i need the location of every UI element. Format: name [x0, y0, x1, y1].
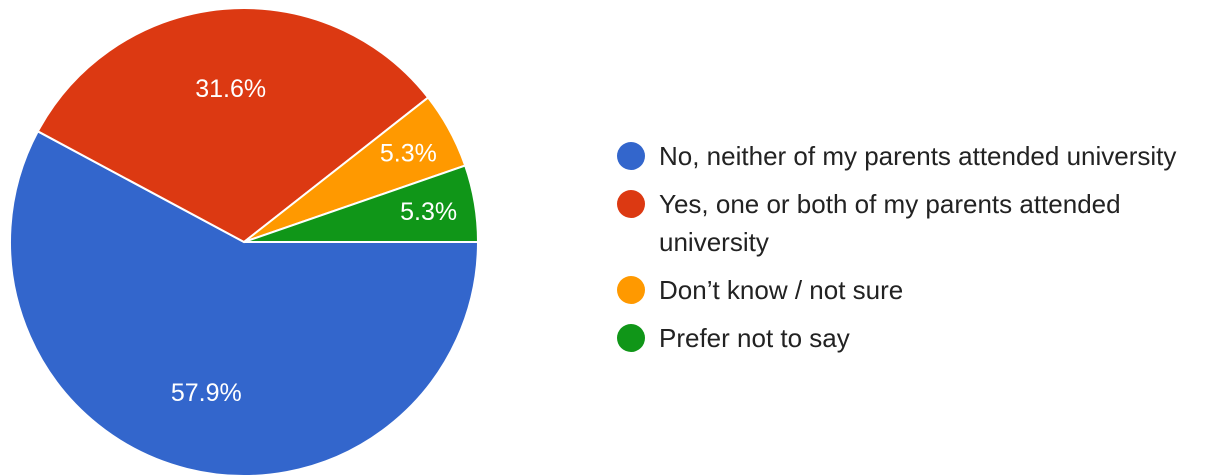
chart-legend: No, neither of my parents attended unive… [617, 137, 1217, 367]
pie-chart: 57.9% 31.6% 5.3% 5.3% [9, 7, 480, 476]
pie-slice-4[interactable] [243, 164, 480, 243]
slice-label-3: 5.3% [380, 139, 437, 167]
legend-item[interactable]: Yes, one or both of my parents attended … [617, 185, 1217, 261]
legend-swatch [617, 190, 645, 218]
legend-label: Don’t know / not sure [659, 275, 904, 305]
legend-item[interactable]: Don’t know / not sure [617, 271, 1217, 309]
legend-item[interactable]: No, neither of my parents attended unive… [617, 137, 1217, 175]
legend-swatch [617, 276, 645, 304]
legend-label: No, neither of my parents attended unive… [659, 141, 1177, 171]
slice-label-1: 57.9% [171, 379, 242, 407]
slice-label-2: 31.6% [195, 75, 266, 103]
legend-label: Yes, one or both of my parents attended … [659, 189, 1121, 257]
pie-slice-1[interactable] [9, 129, 480, 476]
legend-swatch [617, 142, 645, 170]
pie-slice-2[interactable] [36, 7, 430, 244]
legend-swatch [617, 324, 645, 352]
legend-label: Prefer not to say [659, 323, 850, 353]
legend-item[interactable]: Prefer not to say [617, 319, 1217, 357]
slice-label-4: 5.3% [400, 198, 457, 226]
